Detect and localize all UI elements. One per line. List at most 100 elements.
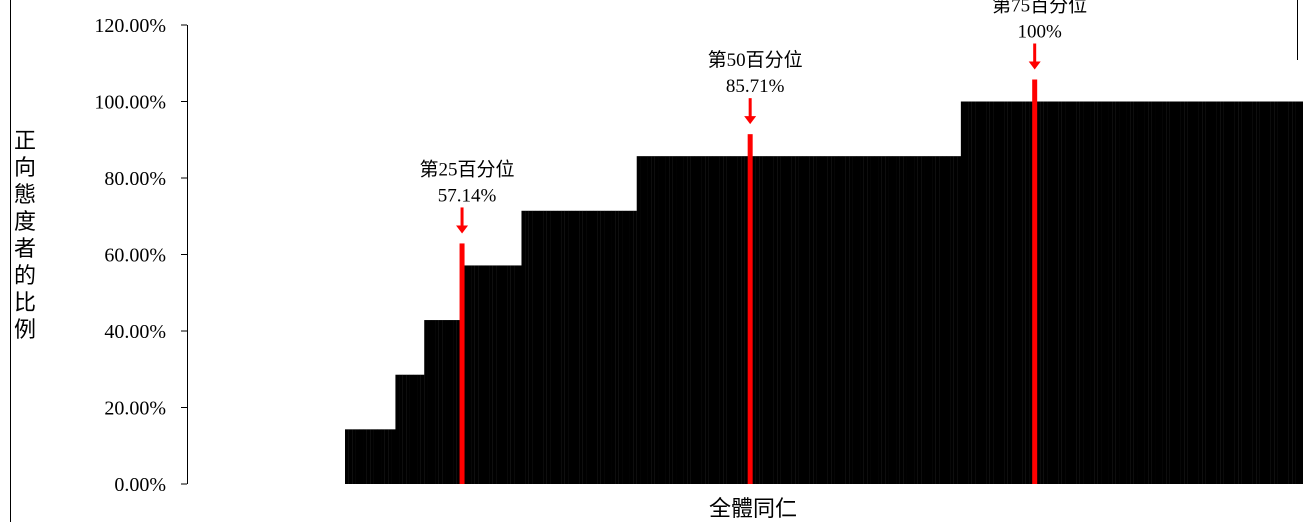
- bar: [1295, 101, 1300, 484]
- bar: [1259, 101, 1264, 484]
- percentile-arrow-head: [1028, 61, 1041, 70]
- bar: [762, 156, 767, 485]
- bar: [1000, 101, 1005, 484]
- bar: [849, 156, 853, 485]
- bar: [366, 429, 371, 484]
- percentile-markers: 第25百分位 57.14% 第50百分位 85.71% 第75百分位 100%: [420, 0, 1087, 485]
- bar: [435, 320, 439, 484]
- percentile-line: [747, 134, 753, 485]
- percentile-line: [1032, 79, 1038, 484]
- bar: [1133, 101, 1138, 484]
- bar: [485, 265, 490, 484]
- bar: [492, 265, 497, 484]
- bar: [1266, 101, 1271, 484]
- bar: [384, 429, 389, 484]
- bar: [1083, 101, 1088, 484]
- bar: [1072, 101, 1077, 484]
- bar: [784, 156, 789, 485]
- bar: [661, 156, 666, 485]
- bar: [975, 101, 980, 484]
- bar: [546, 210, 551, 484]
- bar: [449, 320, 454, 484]
- bar: [1198, 101, 1203, 484]
- percentile-value-label: 100%: [1018, 22, 1063, 43]
- bar: [1281, 101, 1286, 484]
- bar: [708, 156, 713, 485]
- bar: [1022, 101, 1026, 484]
- bar: [1076, 101, 1080, 484]
- bar: [1202, 101, 1206, 484]
- bar: [658, 156, 663, 485]
- bar: [1248, 101, 1253, 484]
- bar: [370, 429, 374, 484]
- bar: [1061, 101, 1066, 484]
- bar: [1194, 101, 1199, 484]
- bar: [701, 156, 706, 485]
- bar: [553, 210, 558, 484]
- bar: [463, 265, 468, 484]
- bar: [355, 429, 360, 484]
- bar: [1054, 101, 1059, 484]
- bar: [928, 156, 933, 485]
- bar: [557, 210, 562, 484]
- bar: [1173, 101, 1178, 484]
- bar: [787, 156, 792, 485]
- bar: [406, 374, 410, 484]
- bar: [1126, 101, 1131, 484]
- bar: [377, 429, 382, 484]
- bar: [986, 101, 990, 484]
- bar: [1029, 101, 1034, 484]
- bar: [1014, 101, 1019, 484]
- bar: [870, 156, 875, 485]
- bar: [885, 156, 889, 485]
- bar: [651, 156, 655, 485]
- bar: [1245, 101, 1250, 484]
- bar: [499, 265, 504, 484]
- bar: [431, 320, 436, 484]
- bar: [1108, 101, 1113, 484]
- percentile-label: 第75百分位: [992, 0, 1087, 17]
- bar: [802, 156, 807, 485]
- bar: [564, 210, 569, 484]
- bar: [1227, 101, 1232, 484]
- bar: [896, 156, 900, 485]
- y-axis-label-char: 度: [14, 209, 36, 234]
- percentile-arrow-head: [744, 116, 757, 125]
- bar: [1050, 101, 1055, 484]
- bar: [996, 101, 1001, 484]
- bar: [600, 210, 605, 484]
- bar: [744, 156, 749, 485]
- bar: [888, 156, 893, 485]
- bar: [968, 101, 972, 484]
- bar: [1101, 101, 1106, 484]
- bar: [1004, 101, 1008, 484]
- bar: [993, 101, 998, 484]
- bar: [1205, 101, 1210, 484]
- bar: [1274, 101, 1278, 484]
- bar: [496, 265, 501, 484]
- bar: [726, 156, 731, 485]
- bar: [827, 156, 832, 485]
- bar: [615, 210, 619, 484]
- bar: [982, 101, 987, 484]
- bar: [1151, 101, 1156, 484]
- bar: [712, 156, 717, 485]
- bar: [1086, 101, 1091, 484]
- bar: [575, 210, 580, 484]
- bar: [780, 156, 785, 485]
- bar: [586, 210, 591, 484]
- bar: [878, 156, 882, 485]
- bar: [935, 156, 940, 485]
- percentile-value-label: 57.14%: [438, 185, 497, 206]
- bar: [910, 156, 915, 485]
- percentile-label: 第25百分位: [420, 158, 515, 180]
- bar: [1144, 101, 1149, 484]
- bar: [582, 210, 587, 484]
- bar: [1230, 101, 1235, 484]
- bar: [917, 156, 922, 485]
- bar: [633, 210, 637, 484]
- bar: [860, 156, 864, 485]
- bar: [1058, 101, 1062, 484]
- bar: [1284, 101, 1289, 484]
